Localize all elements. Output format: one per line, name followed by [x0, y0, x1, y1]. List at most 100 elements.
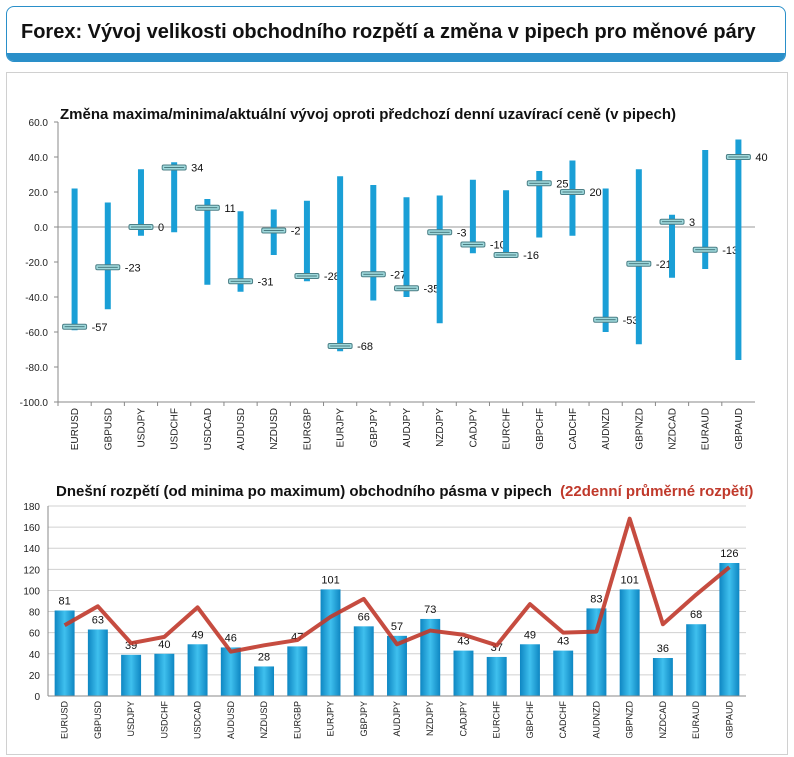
- chart1-range-bar: [337, 176, 344, 352]
- chart2-title-highlight: (22denní průměrné rozpětí): [560, 483, 753, 500]
- chart1-y-tick-label: 60.0: [29, 118, 49, 129]
- chart2-x-tick-label: NZDUSD: [259, 701, 269, 739]
- chart2-range-bar: [519, 644, 540, 696]
- chart2-data-label: 40: [158, 639, 170, 651]
- chart1-range-bar: [635, 169, 642, 345]
- chart1-range-bar: [669, 214, 676, 278]
- chart1-range-bar: [370, 185, 377, 301]
- chart2-y-tick-label: 160: [23, 523, 40, 534]
- chart1-range-bar: [536, 171, 543, 238]
- chart1-range-bar: [569, 160, 576, 236]
- chart1-data-label: -10: [490, 240, 506, 252]
- chart2-range-bar: [287, 646, 308, 696]
- chart1-data-label: -68: [357, 341, 373, 353]
- chart2-x-tick-label: GBPCHF: [525, 701, 535, 739]
- chart2-y-tick-label: 180: [23, 502, 40, 513]
- chart1-data-label: 20: [589, 187, 601, 199]
- chart2-range-bar: [553, 650, 574, 696]
- chart1-data-label: -35: [424, 283, 440, 295]
- chart2-range-bar: [453, 650, 474, 696]
- chart2-y-tick-label: 20: [29, 671, 41, 682]
- chart2-data-label: 46: [225, 632, 237, 644]
- chart2-data-label: 126: [720, 548, 738, 560]
- chart2-x-tick-label: AUDNZD: [591, 701, 601, 739]
- chart1-data-label: -2: [291, 226, 301, 238]
- chart2-x-tick-label: GBPAUD: [724, 701, 734, 739]
- chart1-y-tick-label: -40.0: [25, 293, 48, 304]
- chart2-data-label: 49: [191, 629, 203, 641]
- chart2-range-bar: [187, 644, 208, 696]
- chart2-x-tick-label: AUDUSD: [226, 701, 236, 740]
- chart2-data-label: 43: [557, 636, 569, 648]
- chart2-range-bar: [719, 563, 740, 696]
- chart1-y-tick-label: -100.0: [20, 398, 49, 409]
- chart2-average-line: [63, 516, 731, 654]
- chart2-x-tick-label: CADJPY: [458, 701, 468, 737]
- chart2-data-label: 36: [657, 643, 669, 655]
- chart2-range-bar: [686, 624, 707, 696]
- chart1-range-bar: [403, 197, 410, 297]
- chart1-data-label: -53: [623, 315, 639, 327]
- chart1-data-label: -23: [125, 262, 141, 274]
- chart1-y-tick-label: -80.0: [25, 363, 48, 374]
- chart2-title-main: Dnešní rozpětí (od minima po maximum) ob…: [56, 483, 552, 500]
- chart1-x-tick-label: EURUSD: [70, 408, 81, 450]
- chart2-y-tick-label: 120: [23, 565, 40, 576]
- chart2-data-label: 101: [321, 574, 339, 586]
- chart1-range-bar: [137, 169, 144, 236]
- chart1-x-tick-label: USDJPY: [136, 408, 147, 448]
- chart1-x-tick-label: USDCHF: [170, 408, 181, 450]
- chart2-data-label: 28: [258, 651, 270, 663]
- chart2-title: Dnešní rozpětí (od minima po maximum) ob…: [56, 483, 753, 500]
- chart1-data-label: -31: [258, 276, 274, 288]
- chart2-range-bar: [652, 658, 673, 696]
- chart2-range-bar: [54, 610, 75, 696]
- chart2-data-label: 43: [457, 636, 469, 648]
- chart2-y-tick-label: 60: [29, 629, 41, 640]
- chart2-range-bar: [619, 589, 640, 696]
- chart2-x-tick-label: NZDJPY: [425, 701, 435, 736]
- chart2-data-label: 73: [424, 604, 436, 616]
- chart1-y-tick-label: 20.0: [29, 188, 49, 199]
- chart1-range-bar: [104, 202, 111, 310]
- chart1-data-label: -21: [656, 259, 672, 271]
- chart2-data-label: 66: [358, 611, 370, 623]
- chart2-range-bar: [220, 647, 241, 696]
- chart2-x-tick-label: EURAUD: [691, 701, 701, 740]
- chart2-range-bar: [154, 653, 175, 696]
- header-stripe: [7, 53, 785, 61]
- chart1-data-label: -3: [457, 227, 467, 239]
- chart2-data-label: 81: [58, 596, 70, 608]
- chart2-x-tick-label: GBPUSD: [93, 701, 103, 740]
- chart2-x-tick-label: EURUSD: [60, 701, 70, 740]
- chart1-x-tick-label: GBPNZD: [634, 408, 645, 450]
- chart1-x-tick-label: AUDJPY: [402, 408, 413, 448]
- chart1-x-tick-label: AUDNZD: [601, 408, 612, 450]
- pip-change-chart: Změna maxima/minima/aktuální vývoj oprot…: [20, 106, 768, 450]
- chart1-x-tick-label: AUDUSD: [236, 408, 247, 450]
- chart1-y-tick-label: -60.0: [25, 328, 48, 339]
- chart1-x-tick-label: EURAUD: [701, 408, 712, 450]
- chart2-y-tick-label: 0: [34, 692, 40, 703]
- chart1-range-bar: [702, 150, 709, 269]
- chart2-data-label: 63: [92, 615, 104, 627]
- chart2-range-bar: [486, 656, 507, 696]
- chart1-x-tick-label: CADCHF: [568, 408, 579, 450]
- chart2-data-label: 83: [590, 593, 602, 605]
- chart1-range-bar: [237, 211, 244, 292]
- chart2-x-tick-label: AUDJPY: [392, 701, 402, 737]
- chart1-x-tick-label: GBPUSD: [103, 408, 114, 450]
- chart1-range-bar: [436, 195, 443, 324]
- chart2-y-tick-label: 80: [29, 608, 41, 619]
- chart1-data-label: -28: [324, 271, 340, 283]
- chart2-x-tick-label: USDJPY: [126, 701, 136, 737]
- chart1-data-label: 0: [158, 222, 164, 234]
- chart2-data-label: 101: [620, 574, 638, 586]
- chart1-y-tick-label: 40.0: [29, 153, 49, 164]
- chart2-range-bar: [87, 629, 108, 696]
- chart1-range-bar: [735, 139, 742, 360]
- chart2-x-tick-label: EURCHF: [492, 700, 502, 738]
- chart1-range-bar: [171, 162, 178, 233]
- daily-range-chart: Dnešní rozpětí (od minima po maximum) ob…: [23, 483, 753, 740]
- chart2-x-tick-label: CADCHF: [558, 700, 568, 738]
